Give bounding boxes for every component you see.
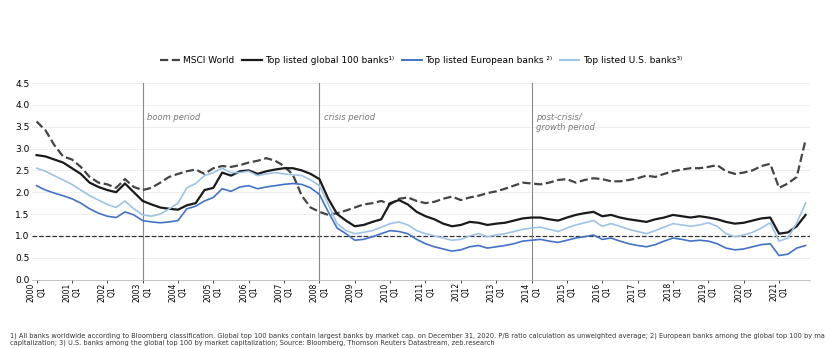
Legend: MSCI World, Top listed global 100 banks¹⁾, Top listed European banks ²⁾, Top lis: MSCI World, Top listed global 100 banks¹… (156, 52, 686, 69)
Text: post-crisis/
growth period: post-crisis/ growth period (536, 113, 595, 132)
Text: boom period: boom period (147, 113, 200, 122)
Text: 1) All banks worldwide according to Bloomberg classification. Global top 100 ban: 1) All banks worldwide according to Bloo… (10, 332, 825, 346)
Text: crisis period: crisis period (324, 113, 375, 122)
